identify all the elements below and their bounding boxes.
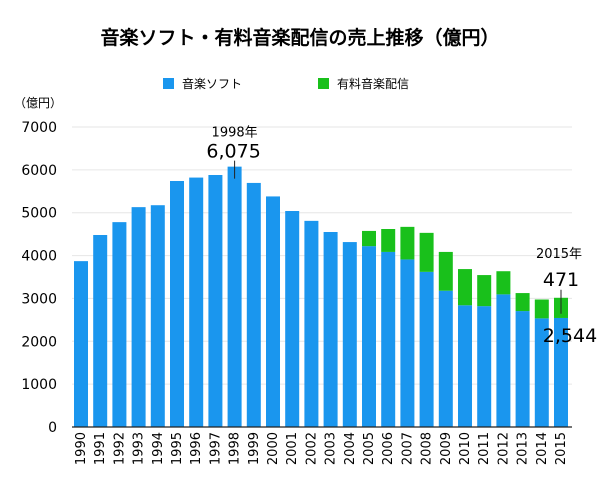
bar-music-software xyxy=(131,207,146,427)
legend-swatch-music-software xyxy=(163,78,174,89)
y-tick-label: 0 xyxy=(48,420,57,436)
legend-swatch-paid-distribution xyxy=(318,78,329,89)
y-tick-label: 5000 xyxy=(21,206,57,222)
x-tick-label: 1996 xyxy=(189,432,204,465)
bar-music-software xyxy=(170,181,184,427)
bar-paid-distribution xyxy=(515,293,530,312)
bar-paid-distribution xyxy=(362,230,376,247)
annotation-secondary-value-label: 2,544 xyxy=(543,325,597,347)
bars xyxy=(74,166,568,427)
x-tick-label: 2008 xyxy=(420,432,435,465)
bar-music-software xyxy=(266,196,280,427)
y-tick-label: 6000 xyxy=(21,163,57,179)
y-axis-ticks: 0 1000 2000 3000 4000 5000 6000 7000 xyxy=(21,120,57,436)
bar-paid-distribution xyxy=(496,271,511,295)
bar-paid-distribution xyxy=(381,229,396,252)
x-tick-label: 1999 xyxy=(247,432,262,465)
x-tick-label: 2012 xyxy=(496,432,511,465)
bar-music-software xyxy=(342,242,357,427)
bar-paid-distribution xyxy=(400,226,415,260)
bar-music-software xyxy=(227,166,242,427)
bar-music-software xyxy=(304,220,319,427)
y-axis-unit-label: （億円） xyxy=(14,96,62,110)
bar-music-software xyxy=(477,306,492,427)
legend-label-paid-distribution: 有料音楽配信 xyxy=(337,76,409,91)
x-tick-label: 1994 xyxy=(151,432,166,465)
bar-music-software xyxy=(362,246,376,427)
bar-music-software xyxy=(112,222,127,427)
x-tick-label: 1991 xyxy=(93,432,108,465)
x-tick-label: 1997 xyxy=(208,432,223,465)
bar-paid-distribution xyxy=(534,299,549,319)
y-tick-label: 2000 xyxy=(21,334,57,350)
bar-paid-distribution xyxy=(458,269,472,306)
bar-paid-distribution xyxy=(419,232,434,272)
y-tick-label: 3000 xyxy=(21,291,57,307)
bar-paid-distribution xyxy=(438,251,453,291)
y-tick-label: 7000 xyxy=(21,120,57,136)
legend: 音楽ソフト 有料音楽配信 xyxy=(163,76,409,91)
x-tick-label: 1993 xyxy=(132,432,147,465)
bar-music-software xyxy=(496,294,511,427)
bar-music-software xyxy=(150,205,165,427)
x-tick-label: 2011 xyxy=(477,432,492,465)
bar-music-software xyxy=(515,311,530,427)
x-tick-label: 2000 xyxy=(266,432,281,465)
y-tick-label: 1000 xyxy=(21,377,57,393)
x-tick-label: 2015 xyxy=(554,432,569,465)
annotation-year-label: 2015年 xyxy=(536,247,582,262)
annotation-value-label: 6,075 xyxy=(206,141,260,163)
y-tick-label: 4000 xyxy=(21,249,57,265)
bar-music-software xyxy=(246,182,261,427)
chart-title: 音楽ソフト・有料音楽配信の売上推移（億円） xyxy=(100,26,499,49)
annotation-value-label: 471 xyxy=(543,269,579,291)
x-axis-ticks: 1990 1991 1992 1993 1994 1995 1996 1997 1998 1999… xyxy=(74,432,569,465)
bar-music-software xyxy=(554,317,568,427)
x-tick-label: 2005 xyxy=(362,432,377,465)
x-tick-label: 1995 xyxy=(170,432,185,465)
x-tick-label: 1998 xyxy=(228,432,243,465)
bar-music-software xyxy=(323,232,338,427)
bar-paid-distribution xyxy=(477,275,492,307)
x-tick-label: 2010 xyxy=(458,432,473,465)
x-tick-label: 1990 xyxy=(74,432,89,465)
x-tick-label: 2003 xyxy=(324,432,339,465)
x-tick-label: 1992 xyxy=(112,432,127,465)
bar-music-software xyxy=(534,318,549,427)
bar-music-software xyxy=(438,290,453,427)
x-tick-label: 2006 xyxy=(381,432,396,465)
bar-music-software xyxy=(74,261,88,427)
bar-music-software xyxy=(189,177,204,427)
annotation-year-label: 1998年 xyxy=(212,126,258,141)
x-tick-label: 2009 xyxy=(439,432,454,465)
bar-music-software xyxy=(458,305,472,427)
x-tick-label: 2002 xyxy=(304,432,319,465)
bar-music-software xyxy=(381,251,396,427)
bar-music-software xyxy=(419,271,434,427)
x-tick-label: 2001 xyxy=(285,432,300,465)
legend-label-music-software: 音楽ソフト xyxy=(182,76,242,91)
x-tick-label: 2004 xyxy=(343,432,358,465)
x-tick-label: 2014 xyxy=(535,432,550,465)
bar-music-software xyxy=(208,175,223,427)
x-tick-label: 2007 xyxy=(400,432,415,465)
bar-music-software xyxy=(400,259,415,427)
x-tick-label: 2013 xyxy=(516,432,531,465)
bar-music-software xyxy=(285,211,300,427)
bar-music-software xyxy=(93,235,108,427)
